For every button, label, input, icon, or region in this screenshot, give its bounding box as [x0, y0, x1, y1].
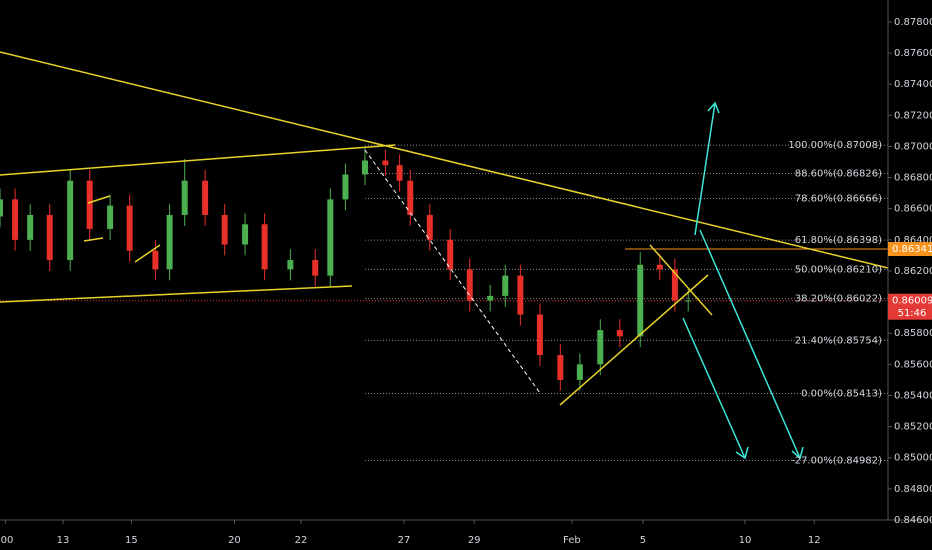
y-tick-label: 0.86400: [894, 235, 932, 246]
candle-body: [576, 364, 583, 380]
trend-line: [649, 244, 713, 316]
candle-body: [487, 295, 494, 301]
trend-line: [87, 195, 111, 204]
y-tick-label: 0.85600: [894, 359, 932, 370]
y-tick-label: 0.87200: [894, 110, 932, 121]
arrow: [699, 229, 801, 459]
trend-line: [0, 285, 353, 303]
x-tick-label: 20: [228, 535, 241, 546]
fib-label: 21.40%(0.85754): [795, 335, 882, 346]
fib-label: 0.00%(0.85413): [801, 388, 882, 399]
arrow-head: [735, 446, 749, 460]
fib-label: 38.20%(0.86022): [795, 294, 882, 305]
price-tag-label: 0.86341: [892, 244, 932, 255]
trend-line: [134, 244, 161, 263]
candle-body: [342, 174, 349, 200]
trend-line: [0, 51, 889, 269]
candle-body: [107, 205, 114, 229]
fib-label: 100.00%(0.87008): [788, 140, 882, 151]
candle-body: [67, 180, 74, 261]
x-tick-label: 5: [640, 535, 646, 546]
candle-body: [671, 269, 678, 301]
candle-body: [152, 250, 159, 270]
arrow: [682, 317, 746, 459]
x-tick-label: 13: [57, 535, 70, 546]
fib-label: -27.00%(0.84982): [791, 456, 882, 467]
countdown: 51:46: [898, 308, 927, 319]
candle-body: [426, 214, 433, 240]
candle-body: [536, 314, 543, 356]
x-tick-label: 27: [398, 535, 411, 546]
x-tick-label: 22: [295, 535, 308, 546]
drawings: [0, 51, 889, 460]
candle-body: [637, 264, 644, 337]
candle-body: [616, 330, 623, 337]
y-tick-label: 0.87800: [894, 17, 932, 28]
fib-label: 78.60%(0.86666): [795, 193, 882, 204]
candle-body: [361, 160, 368, 175]
candle-body: [202, 180, 209, 215]
candle-body: [287, 260, 294, 270]
y-tick-label: 0.84800: [894, 484, 932, 495]
trend-line: [559, 274, 709, 406]
candle-body: [517, 275, 524, 315]
x-tick-label: 15: [125, 535, 138, 546]
x-tick-label: :00: [0, 535, 13, 546]
y-tick-label: 0.86800: [894, 173, 932, 184]
candle-body: [447, 239, 454, 270]
y-tick-label: 0.87000: [894, 141, 932, 152]
candle-body: [407, 180, 414, 215]
trend-line: [0, 144, 396, 176]
y-tick-label: 0.86200: [894, 266, 932, 277]
candle-body: [242, 224, 249, 245]
candle-body: [0, 199, 3, 217]
y-tick-label: 0.85000: [894, 453, 932, 464]
price-tag: [888, 293, 932, 320]
price-tag: [888, 242, 932, 257]
fib-label: 88.60%(0.86826): [795, 169, 882, 180]
y-tick-label: 0.85400: [894, 390, 932, 401]
candle-body: [312, 260, 319, 276]
x-tick-label: 12: [808, 535, 821, 546]
candle-body: [327, 199, 334, 276]
candle-body: [557, 355, 564, 380]
arrow: [694, 102, 716, 236]
candle-body: [466, 269, 473, 301]
x-tick-label: 10: [739, 535, 752, 546]
candle-body: [656, 264, 663, 270]
arrow-head: [707, 101, 720, 114]
x-tick-label: Feb: [563, 535, 581, 546]
x-tick-label: 29: [468, 535, 481, 546]
candle-body: [396, 165, 403, 181]
candle-body: [502, 275, 509, 296]
candle-body: [27, 214, 34, 240]
y-tick-label: 0.84600: [894, 515, 932, 526]
candle-body: [221, 214, 228, 245]
candle-body: [261, 224, 268, 270]
candle-body: [86, 180, 93, 229]
y-tick-label: 0.85200: [894, 422, 932, 433]
candle-body: [597, 330, 604, 365]
price-tag-label: 0.86009: [892, 296, 932, 307]
fib-base-line: [364, 149, 541, 394]
candle-body: [46, 214, 53, 261]
trend-line: [83, 237, 104, 242]
y-tick-label: 0.86600: [894, 204, 932, 215]
fib-label: 61.80%(0.86398): [795, 235, 882, 246]
candle-body: [181, 180, 188, 215]
candle-body: [382, 160, 389, 166]
arrow-head: [791, 446, 804, 460]
y-tick-label: 0.87600: [894, 48, 932, 59]
candle-body: [12, 199, 19, 240]
candle-body: [126, 205, 133, 251]
y-tick-label: 0.87400: [894, 79, 932, 90]
candle-body: [685, 300, 692, 302]
y-tick-label: 0.85800: [894, 328, 932, 339]
candle-body: [166, 214, 173, 270]
fib-label: 50.00%(0.86210): [795, 264, 882, 275]
